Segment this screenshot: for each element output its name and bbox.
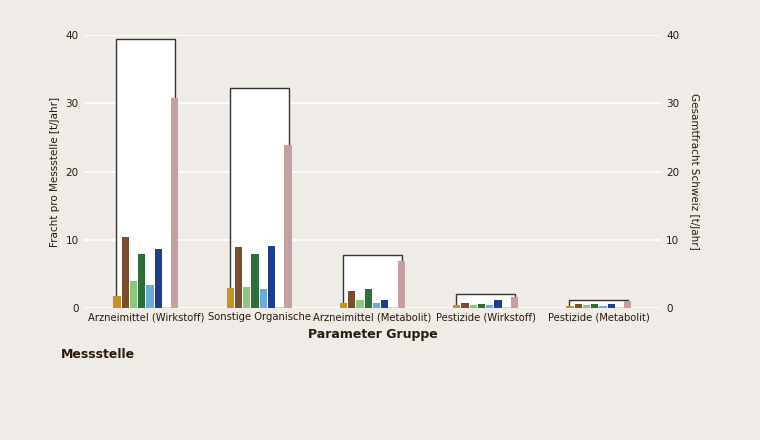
Bar <box>470 304 477 308</box>
Bar <box>607 304 615 308</box>
Bar <box>381 301 388 308</box>
Y-axis label: Fracht pro Messstelle [t/Jahr]: Fracht pro Messstelle [t/Jahr] <box>50 96 60 247</box>
Bar <box>243 287 251 308</box>
Bar <box>600 306 606 308</box>
Bar <box>575 304 582 308</box>
Y-axis label: Gesamtfracht Schweiz [t/Jahr]: Gesamtfracht Schweiz [t/Jahr] <box>689 93 698 250</box>
Bar <box>154 249 162 308</box>
Bar <box>348 291 356 308</box>
Bar <box>268 246 275 308</box>
Bar <box>456 294 515 308</box>
Bar <box>373 303 380 308</box>
Bar <box>230 88 289 308</box>
Bar <box>566 306 574 308</box>
Bar <box>226 288 234 308</box>
Bar <box>171 98 179 308</box>
Bar <box>113 296 121 308</box>
Bar <box>260 289 267 308</box>
Bar <box>130 281 138 308</box>
Bar <box>122 237 129 308</box>
Bar <box>494 301 502 308</box>
Bar <box>397 261 405 308</box>
Bar <box>252 254 258 308</box>
Bar <box>343 256 402 308</box>
Bar <box>365 289 372 308</box>
Bar <box>138 254 145 308</box>
Text: Messstelle: Messstelle <box>61 348 135 361</box>
Bar <box>569 301 629 308</box>
Bar <box>147 286 154 308</box>
Bar <box>478 304 485 308</box>
Bar <box>583 305 591 308</box>
Bar <box>284 145 292 308</box>
Bar <box>340 303 347 308</box>
Bar <box>116 39 176 308</box>
Bar <box>624 301 632 308</box>
Bar <box>235 246 242 308</box>
Bar <box>591 304 598 308</box>
Bar <box>453 305 461 308</box>
Bar <box>486 305 493 308</box>
X-axis label: Parameter Gruppe: Parameter Gruppe <box>308 328 437 341</box>
Bar <box>356 300 364 308</box>
Bar <box>511 297 518 308</box>
Bar <box>461 303 469 308</box>
